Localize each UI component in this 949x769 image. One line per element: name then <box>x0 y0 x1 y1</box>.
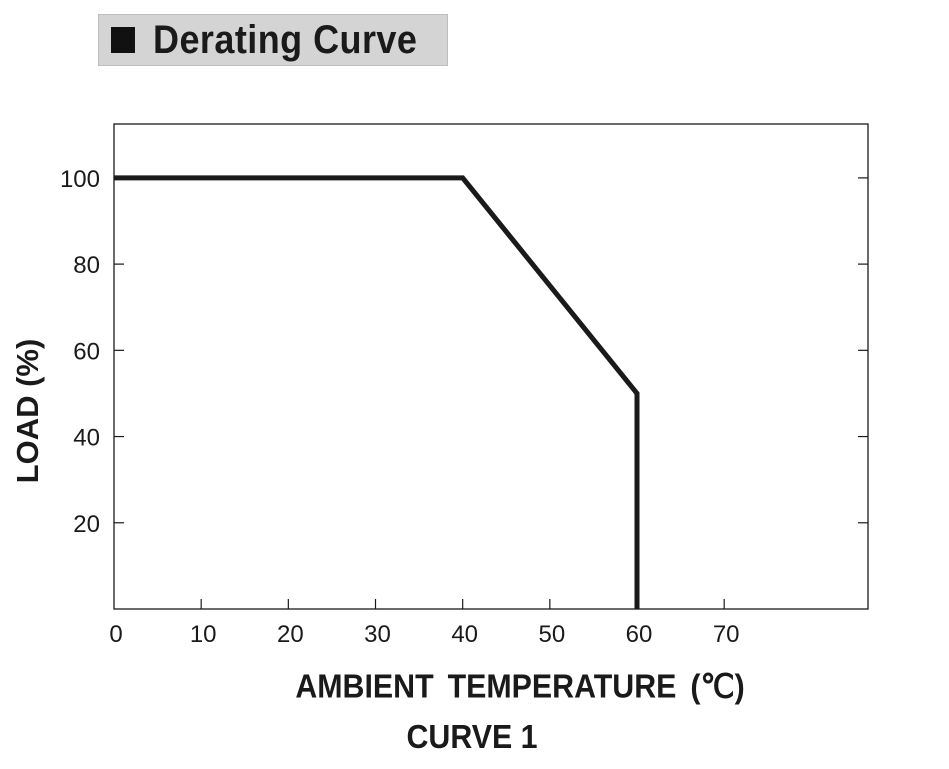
x-tick-label: 40 <box>451 621 478 648</box>
y-tick-label: 100 <box>60 166 100 193</box>
x-tick-label: 20 <box>277 621 304 648</box>
chart-title: Derating Curve <box>153 17 418 62</box>
x-tick-label: 30 <box>364 621 391 648</box>
x-tick-label: 50 <box>538 621 565 648</box>
plot-frame <box>113 123 869 610</box>
x-axis-ticks: 0 10 20 30 40 50 60 70 <box>109 599 740 648</box>
series-layer <box>114 175 640 609</box>
series-line <box>114 175 640 609</box>
x-tick-label: 0 <box>109 621 122 648</box>
y-axis-ticks: 20 40 60 80 100 <box>60 166 868 538</box>
title-box: Derating Curve <box>98 14 448 66</box>
y-tick-label: 60 <box>73 338 100 365</box>
x-tick-label: 70 <box>713 621 740 648</box>
x-axis-title: AMBIENT TEMPERATURE (℃) <box>295 667 745 705</box>
title-square-icon <box>111 27 136 53</box>
chart-caption: CURVE 1 <box>406 718 538 755</box>
y-tick-label: 80 <box>73 252 100 279</box>
x-tick-label: 60 <box>626 621 653 648</box>
y-axis-title: LOAD (%) <box>10 338 45 484</box>
y-tick-label: 20 <box>73 511 100 538</box>
x-tick-label: 10 <box>190 621 217 648</box>
y-tick-label: 40 <box>73 425 100 452</box>
